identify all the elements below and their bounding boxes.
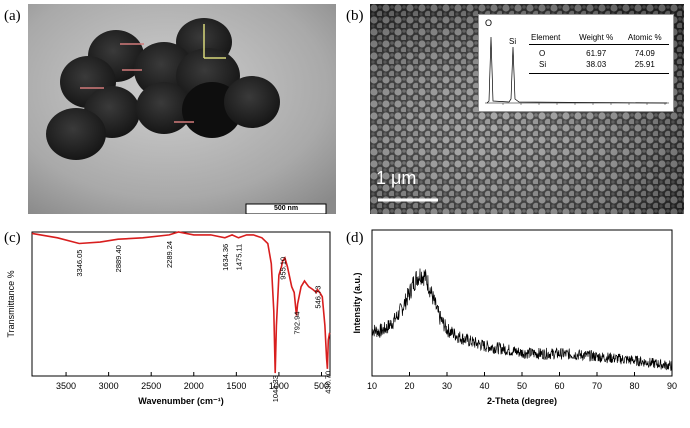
xrd-x-tick-label: 50: [517, 381, 527, 391]
ftir-x-axis-label: Wavenumber (cm⁻¹): [138, 396, 223, 406]
eds-cell: 25.91: [634, 60, 655, 69]
ftir-chart: 3500 3000 2500 2000 1500 1000 500 3346.05 2889.4…: [6, 231, 332, 406]
xrd-x-tick-label: 70: [592, 381, 602, 391]
ftir-peak-annotation: 546.73: [313, 286, 322, 309]
ftir-y-axis-label: Transmittance %: [6, 270, 16, 337]
eds-header-cell: Atomic %: [627, 33, 662, 42]
silica-spheres: [46, 18, 280, 160]
eds-peak-label-o: O: [485, 18, 493, 28]
ftir-peak-annotation: 955.10: [279, 257, 288, 280]
xrd-x-tick-label: 20: [404, 381, 414, 391]
ftir-x-tick-label: 3500: [56, 381, 76, 391]
xrd-x-tick-label: 30: [442, 381, 452, 391]
ftir-peak-annotation: 2889.40: [114, 245, 123, 272]
ftir-x-tick-label: 3000: [99, 381, 119, 391]
ftir-peak-annotation: 2289.24: [165, 241, 174, 268]
ftir-x-tick-label: 500: [314, 381, 329, 391]
tem-scale-bar-box: [245, 203, 327, 214]
tem-image-svg: [28, 4, 336, 214]
eds-cell: 61.97: [586, 49, 607, 58]
ftir-x-tick-label: 2000: [184, 381, 204, 391]
ftir-peak-annotation: 3346.05: [75, 250, 84, 277]
panel-c-label: (c): [4, 230, 21, 246]
ftir-x-tick-label: 1000: [269, 381, 289, 391]
eds-peak-label-si: Si: [509, 37, 517, 46]
sem-scale-bar-label: 1 μm: [376, 168, 417, 188]
panel-b-label: (b): [346, 8, 364, 24]
sem-image: 1 μm O Si Element Weight % Atomic % O 6: [370, 4, 684, 214]
ftir-peak-annotation: 430.70: [323, 371, 332, 394]
panel-a-label: (a): [4, 8, 21, 24]
eds-cell: O: [539, 49, 546, 58]
ftir-peak-annotation: 1044.33: [271, 375, 280, 402]
ftir-peak-annotation: 1634.36: [221, 244, 230, 271]
xrd-y-axis-label: Intensity (a.u.): [352, 272, 362, 333]
eds-cell: 74.09: [634, 49, 655, 58]
eds-header-cell: Weight %: [579, 33, 614, 42]
xrd-x-tick-label: 40: [479, 381, 489, 391]
eds-header-cell: Element: [531, 33, 561, 42]
ftir-peak-annotation: 1475.11: [234, 244, 243, 271]
xrd-x-tick-label: 80: [629, 381, 639, 391]
eds-inset: O Si Element Weight % Atomic % O 61.97 7…: [478, 14, 674, 112]
tem-scale-bar-label: 500 nm: [273, 205, 299, 212]
table-row: Si 38.03 25.91: [529, 59, 669, 74]
xrd-x-tick-label: 10: [367, 381, 377, 391]
ftir-x-tick-label: 1500: [226, 381, 246, 391]
eds-table: Element Weight % Atomic % O 61.97 74.09 …: [529, 31, 669, 74]
eds-cell: Si: [539, 60, 547, 69]
xrd-x-tick-label: 90: [667, 381, 677, 391]
ftir-series-line: [31, 231, 331, 374]
xrd-x-axis-label: 2-Theta (degree): [487, 396, 557, 406]
eds-spectrum: [485, 36, 669, 105]
table-row: O 61.97 74.09: [529, 45, 669, 60]
eds-cell: 38.03: [586, 60, 607, 69]
eds-table-header: Element Weight % Atomic %: [529, 31, 669, 45]
xrd-x-tick-label: 60: [554, 381, 564, 391]
ftir-peak-annotation: 792.94: [293, 312, 302, 335]
panel-d-label: (d): [346, 230, 364, 246]
xrd-series-line: [371, 268, 673, 372]
measurement-marks: [80, 24, 226, 123]
xrd-chart: 10 20 30 40 50 60 70 80 90 2-Theta (degree) Intens…: [352, 229, 677, 406]
tem-image: 500 nm: [28, 4, 336, 214]
ftir-x-tick-label: 2500: [141, 381, 161, 391]
